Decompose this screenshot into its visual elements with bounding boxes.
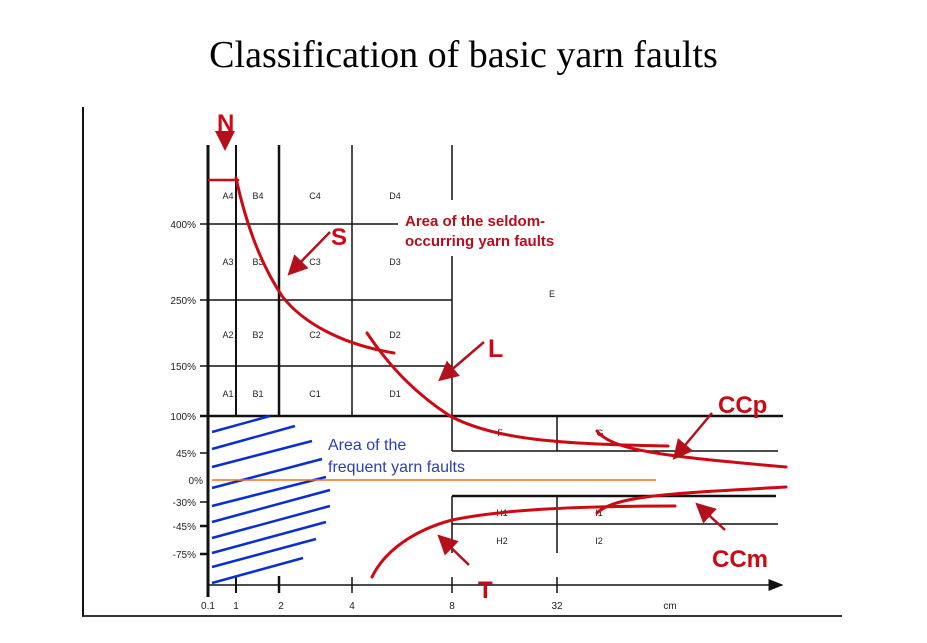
cell-I2: I2 (595, 536, 603, 546)
cell-C2: C2 (309, 330, 321, 340)
y-axis-labels: 400% 250% 150% 100% 45% 0% -30% -45% -75… (170, 220, 203, 561)
l-curve (365, 331, 670, 448)
y-label-minus75: -75% (173, 550, 196, 561)
y-label-minus45: -45% (173, 522, 196, 533)
cell-B1: B1 (252, 389, 263, 399)
x-label-1: 1 (233, 601, 239, 612)
frequent-faults-hatch (211, 414, 331, 585)
cell-A2: A2 (222, 330, 233, 340)
x-axis-labels: 0.1 1 2 4 8 32 cm (201, 601, 677, 612)
x-axis (208, 576, 784, 593)
label-CCm: CCm (712, 546, 768, 573)
cell-E: E (549, 289, 555, 299)
cell-C4: C4 (309, 191, 321, 201)
t-arrow (437, 534, 470, 566)
curve-labels: N S L T CCp CCm (217, 110, 768, 604)
diagram-frame (82, 107, 842, 617)
y-label-100: 100% (170, 412, 196, 423)
cell-B3: B3 (252, 257, 263, 267)
cell-D2: D2 (389, 330, 401, 340)
cell-A1: A1 (222, 389, 233, 399)
cell-D3: D3 (389, 257, 401, 267)
label-CCp: CCp (718, 392, 767, 419)
x-label-4: 4 (349, 601, 355, 612)
cell-B4: B4 (252, 191, 263, 201)
x-label-8: 8 (449, 601, 455, 612)
grid-lines (200, 145, 783, 597)
frequent-area-annotation: Area of the frequent yarn faults (328, 437, 465, 476)
y-label-400: 400% (170, 220, 196, 231)
ccm-arrow (695, 502, 726, 531)
cell-D4: D4 (389, 191, 401, 201)
t-curve (370, 504, 677, 579)
ccm-curve (595, 485, 788, 515)
x-axis-unit: cm (663, 601, 676, 612)
y-label-45: 45% (176, 449, 196, 460)
label-N: N (217, 110, 234, 137)
x-label-0-1: 0.1 (201, 601, 215, 612)
svg-text:occurring yarn faults: occurring yarn faults (405, 233, 554, 250)
cell-C3: C3 (309, 257, 321, 267)
seldom-area-annotation: Area of the seldom- occurring yarn fault… (405, 213, 554, 250)
cell-C1: C1 (309, 389, 321, 399)
fault-curves (207, 176, 788, 579)
svg-text:Area of the seldom-: Area of the seldom- (405, 213, 545, 230)
cell-A3: A3 (222, 257, 233, 267)
s-arrow (287, 231, 331, 276)
svg-text:Area of the: Area of the (328, 437, 406, 454)
label-S: S (331, 224, 347, 251)
ccp-arrow (672, 412, 713, 460)
ccp-curve (595, 429, 788, 469)
y-label-0: 0% (189, 476, 204, 487)
cell-A4: A4 (222, 191, 233, 201)
l-arrow (438, 341, 485, 382)
y-label-250: 250% (170, 296, 196, 307)
cell-H2: H2 (496, 536, 508, 546)
x-label-32: 32 (551, 601, 563, 612)
label-arrows (215, 131, 726, 566)
y-label-150: 150% (170, 362, 196, 373)
s-curve (234, 176, 396, 355)
cell-B2: B2 (252, 330, 263, 340)
y-label-minus30: -30% (173, 498, 196, 509)
cell-D1: D1 (389, 389, 401, 399)
slide-title: Classification of basic yarn faults (209, 34, 718, 76)
label-T: T (478, 577, 493, 604)
svg-text:frequent yarn faults: frequent yarn faults (328, 459, 465, 476)
label-L: L (488, 335, 503, 363)
x-label-2: 2 (278, 601, 284, 612)
